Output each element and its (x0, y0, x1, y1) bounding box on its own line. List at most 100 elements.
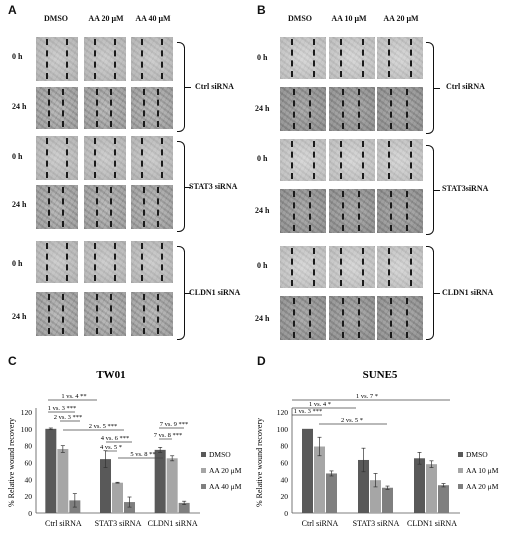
wound-edge-line (293, 298, 295, 338)
bar-aa-20-m (112, 482, 123, 513)
significance-label: 5 vs. 8 ** (130, 451, 155, 458)
wound-edge-line (362, 248, 364, 286)
row-label: 0 h (257, 154, 268, 163)
bar-aa-10-m (314, 446, 325, 513)
significance-label: 1 vs. 4 ** (61, 393, 86, 400)
y-tick-label: 120 (21, 408, 33, 417)
y-tick-label: 20 (281, 492, 289, 501)
wound-edge-line (110, 89, 112, 127)
wound-micrograph (377, 296, 423, 340)
wound-edge-line (114, 243, 116, 281)
wound-micrograph (131, 136, 173, 180)
wound-micrograph (36, 292, 78, 336)
wound-edge-line (358, 89, 360, 129)
row-label: 0 h (257, 261, 268, 270)
wound-edge-line (48, 187, 50, 227)
wound-micrograph (131, 87, 173, 129)
column-header-aa-10: AA 10 μM (331, 14, 367, 23)
wound-micrograph (84, 241, 126, 283)
wound-edge-line (390, 89, 392, 129)
wound-edge-line (313, 248, 315, 286)
group-bracket (426, 246, 440, 340)
panel-letter-b: B (257, 3, 266, 17)
bar-aa-10-m (370, 480, 381, 513)
wound-edge-line (342, 298, 344, 338)
legend-label: AA 20 μM (209, 466, 242, 475)
x-tick-label: Ctrl siRNA (45, 519, 82, 528)
bar-aa-20-m (438, 485, 449, 513)
wound-micrograph (36, 136, 78, 180)
wound-edge-line (410, 248, 412, 286)
legend-swatch (458, 452, 463, 457)
group-label-ctrl-sirna: Ctrl siRNA (195, 82, 234, 91)
wound-micrograph (280, 246, 326, 288)
wound-micrograph (36, 241, 78, 283)
wound-micrograph (329, 37, 375, 79)
group-bracket (177, 246, 191, 340)
wound-micrograph (329, 87, 375, 131)
wound-micrograph (84, 37, 126, 81)
wound-edge-line (62, 294, 64, 334)
wound-edge-line (66, 138, 68, 178)
wound-edge-line (309, 89, 311, 129)
wound-edge-line (293, 191, 295, 231)
y-tick-label: 80 (281, 442, 289, 451)
wound-edge-line (143, 294, 145, 334)
wound-micrograph (377, 87, 423, 131)
column-header-aa-40: AA 40 μM (135, 14, 171, 23)
wound-edge-line (342, 191, 344, 231)
legend-label: DMSO (209, 450, 231, 459)
row-label: 24 h (12, 200, 27, 209)
wound-edge-line (161, 138, 163, 178)
wound-micrograph (84, 87, 126, 129)
wound-edge-line (46, 39, 48, 79)
column-header-dmso: DMSO (44, 14, 68, 23)
wound-edge-line (157, 294, 159, 334)
wound-micrograph (377, 37, 423, 79)
legend-swatch (458, 468, 463, 473)
wound-edge-line (96, 187, 98, 227)
wound-micrograph (84, 185, 126, 229)
panel-letter-c: C (8, 354, 17, 368)
wound-edge-line (62, 89, 64, 127)
bar-aa-20-m (326, 473, 337, 513)
significance-label: 7 vs. 9 *** (160, 421, 189, 428)
wound-edge-line (388, 141, 390, 179)
wound-micrograph (84, 136, 126, 180)
y-tick-label: 60 (25, 459, 33, 468)
group-bracket (426, 42, 440, 134)
y-tick-label: 40 (281, 475, 289, 484)
wound-micrograph (329, 296, 375, 340)
wound-micrograph (131, 292, 173, 336)
wound-micrograph (329, 246, 375, 288)
row-label: 0 h (12, 152, 23, 161)
bar-dmso (414, 458, 425, 513)
wound-edge-line (114, 138, 116, 178)
y-tick-label: 80 (25, 442, 33, 451)
wound-edge-line (143, 187, 145, 227)
wound-edge-line (313, 141, 315, 179)
wound-edge-line (110, 187, 112, 227)
group-label-cldn1-sirna: CLDN1 siRNA (189, 288, 241, 297)
wound-edge-line (406, 298, 408, 338)
significance-label: 1 vs. 3 *** (294, 408, 323, 415)
legend-swatch (201, 452, 206, 457)
x-tick-label: Ctrl siRNA (302, 519, 339, 528)
bar-aa-20-m (57, 449, 69, 513)
wound-edge-line (94, 243, 96, 281)
wound-edge-line (48, 89, 50, 127)
column-header-aa-20: AA 20 μM (88, 14, 124, 23)
wound-micrograph (329, 189, 375, 233)
wound-edge-line (410, 39, 412, 77)
y-tick-label: 20 (25, 492, 33, 501)
y-tick-label: 40 (25, 475, 33, 484)
row-label: 24 h (12, 312, 27, 321)
x-tick-label: CLDN1 siRNA (407, 519, 457, 528)
group-label-ctrl-sirna: Ctrl siRNA (446, 82, 485, 91)
wound-micrograph (377, 139, 423, 181)
bar-dmso (302, 428, 313, 513)
wound-edge-line (358, 298, 360, 338)
bar-aa-40-m (124, 502, 135, 513)
wound-edge-line (309, 191, 311, 231)
wound-edge-line (46, 138, 48, 178)
